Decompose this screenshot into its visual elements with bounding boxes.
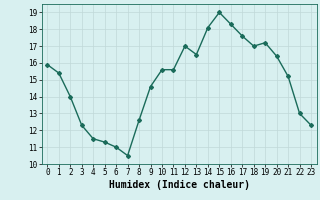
X-axis label: Humidex (Indice chaleur): Humidex (Indice chaleur) xyxy=(109,180,250,190)
